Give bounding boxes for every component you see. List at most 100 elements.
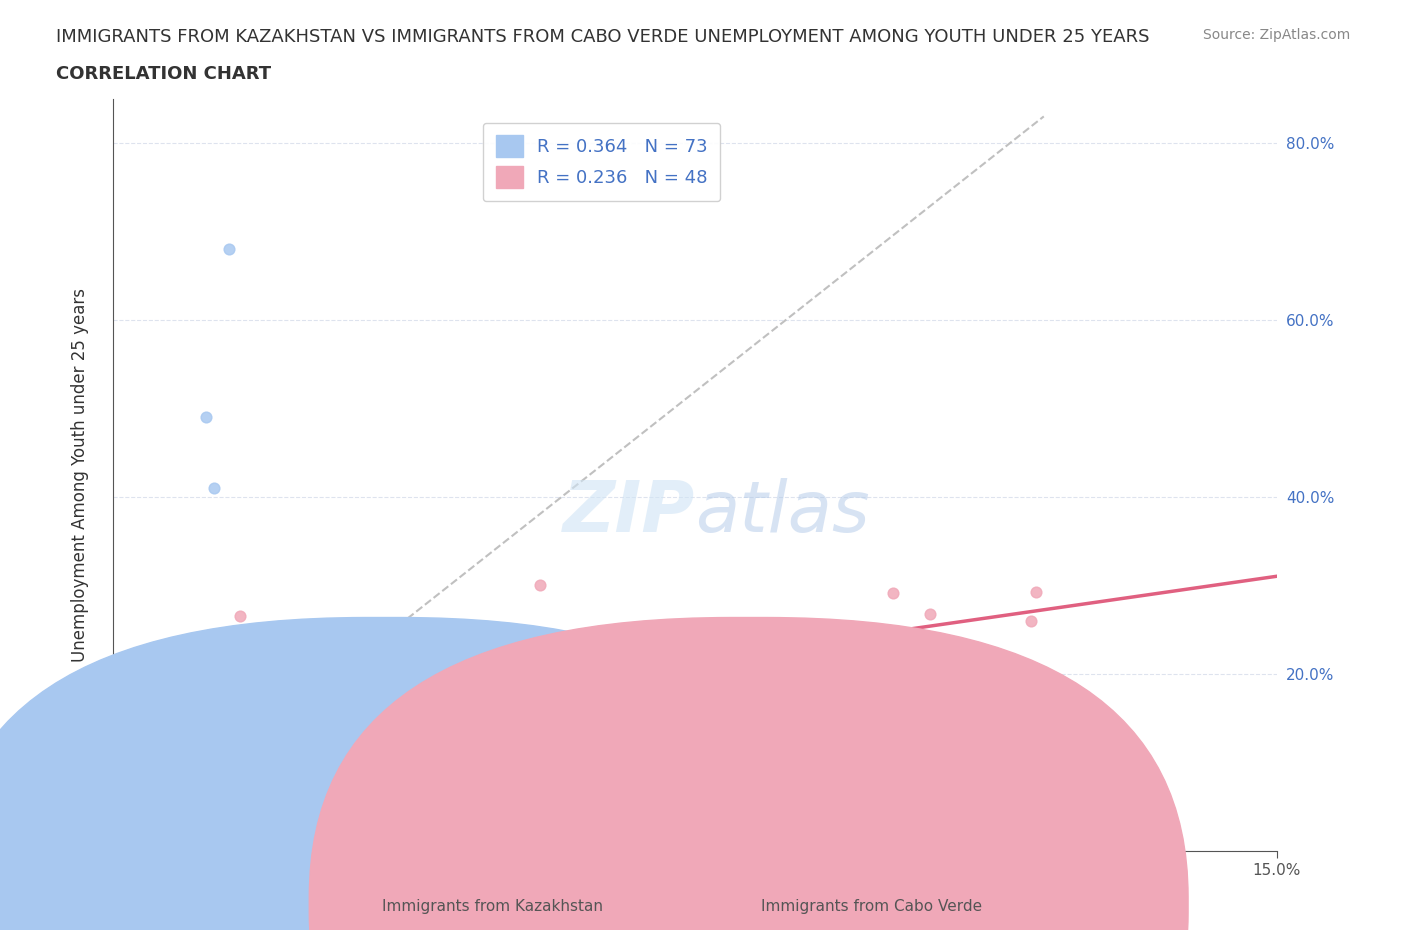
Text: CORRELATION CHART: CORRELATION CHART xyxy=(56,65,271,83)
Point xyxy=(111,765,134,780)
Point xyxy=(107,778,129,793)
Point xyxy=(114,748,136,763)
Point xyxy=(128,781,150,796)
Point xyxy=(134,715,156,730)
Point xyxy=(1025,585,1047,600)
Point xyxy=(254,754,277,769)
Point xyxy=(177,747,200,762)
Point xyxy=(142,755,165,770)
Point xyxy=(135,713,157,728)
Point xyxy=(105,797,128,812)
Point xyxy=(157,738,180,753)
Point xyxy=(155,708,177,723)
Point xyxy=(188,683,211,698)
Point xyxy=(918,606,941,621)
Point xyxy=(142,775,165,790)
Point xyxy=(115,721,138,736)
Point xyxy=(146,777,169,792)
Point xyxy=(105,797,128,812)
Point xyxy=(146,782,169,797)
Point xyxy=(152,777,174,791)
Point xyxy=(242,669,264,684)
Text: IMMIGRANTS FROM KAZAKHSTAN VS IMMIGRANTS FROM CABO VERDE UNEMPLOYMENT AMONG YOUT: IMMIGRANTS FROM KAZAKHSTAN VS IMMIGRANTS… xyxy=(56,28,1150,46)
Point xyxy=(202,481,225,496)
Point xyxy=(197,755,219,770)
Point xyxy=(125,700,148,715)
Point xyxy=(211,728,233,743)
Point xyxy=(105,776,128,790)
Point xyxy=(212,713,235,728)
Point xyxy=(115,775,138,790)
Point xyxy=(105,794,128,809)
Point xyxy=(271,752,294,767)
Point xyxy=(110,781,132,796)
Point xyxy=(118,744,141,759)
Legend: R = 0.364   N = 73, R = 0.236   N = 48: R = 0.364 N = 73, R = 0.236 N = 48 xyxy=(482,123,720,201)
Point xyxy=(105,792,128,807)
Point xyxy=(156,740,179,755)
Point xyxy=(135,757,157,772)
Point xyxy=(882,585,904,600)
Point xyxy=(193,747,215,762)
Point xyxy=(118,754,141,769)
Point xyxy=(1019,614,1042,629)
Point xyxy=(243,648,266,663)
Point xyxy=(121,658,143,673)
Point xyxy=(118,740,141,755)
Point xyxy=(122,692,145,707)
Point xyxy=(105,773,128,788)
Point xyxy=(142,786,165,801)
Point xyxy=(105,773,128,788)
Point xyxy=(603,714,626,729)
Point xyxy=(110,774,132,789)
Point xyxy=(112,789,135,804)
Point xyxy=(218,242,240,257)
Point xyxy=(260,686,283,701)
Point xyxy=(157,727,180,742)
Point xyxy=(277,750,299,764)
Point xyxy=(235,737,257,751)
Point xyxy=(124,767,146,782)
Point xyxy=(105,762,128,777)
Point xyxy=(111,790,134,804)
Point xyxy=(128,658,150,673)
Point xyxy=(191,736,214,751)
Point xyxy=(111,747,134,762)
Point xyxy=(475,706,498,721)
Point xyxy=(162,781,184,796)
Point xyxy=(118,782,141,797)
Point xyxy=(332,724,354,739)
Point xyxy=(131,789,153,804)
Point xyxy=(560,715,582,730)
Point xyxy=(118,764,141,778)
Y-axis label: Unemployment Among Youth under 25 years: Unemployment Among Youth under 25 years xyxy=(72,288,89,662)
Point xyxy=(631,698,654,713)
Point xyxy=(115,782,138,797)
Text: ZIP: ZIP xyxy=(562,478,695,547)
Point xyxy=(112,772,135,787)
Point xyxy=(529,578,551,593)
Point xyxy=(124,764,146,779)
Point xyxy=(910,646,932,661)
Text: Immigrants from Kazakhstan: Immigrants from Kazakhstan xyxy=(381,899,603,914)
Point xyxy=(146,679,169,694)
Point xyxy=(187,761,209,776)
Point xyxy=(112,699,135,714)
Point xyxy=(173,766,195,781)
Point xyxy=(120,658,142,672)
Point xyxy=(153,751,176,766)
Text: atlas: atlas xyxy=(695,478,869,547)
Point xyxy=(224,736,246,751)
Point xyxy=(179,742,201,757)
Point xyxy=(157,666,180,681)
Point xyxy=(155,754,177,769)
Point xyxy=(111,750,134,764)
Point xyxy=(252,667,274,682)
Text: Source: ZipAtlas.com: Source: ZipAtlas.com xyxy=(1202,28,1350,42)
Point xyxy=(107,783,129,798)
Point xyxy=(105,766,128,781)
Point xyxy=(231,735,253,750)
Point xyxy=(134,737,156,752)
Point xyxy=(197,743,219,758)
Point xyxy=(110,781,132,796)
